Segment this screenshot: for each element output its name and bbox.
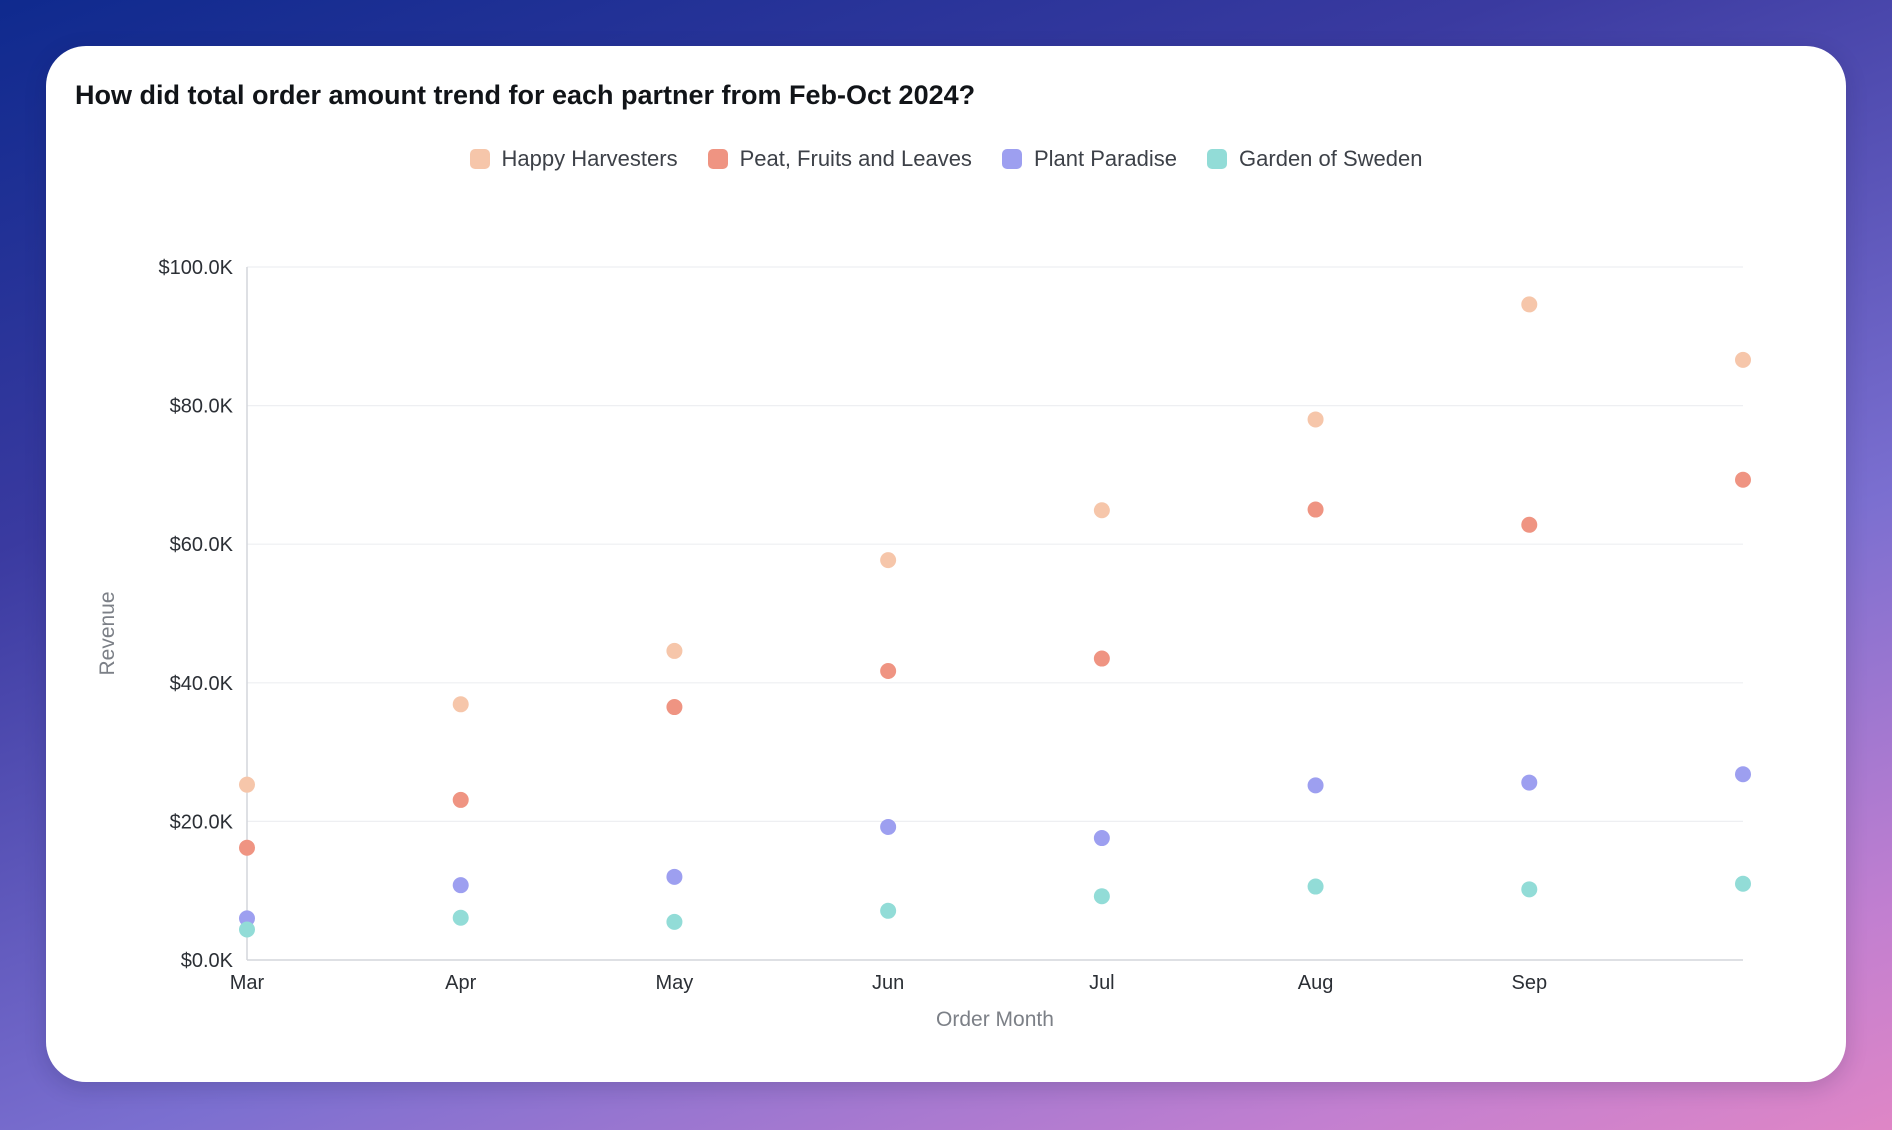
x-tick-label: Jun (872, 972, 904, 994)
legend: Happy Harvesters Peat, Fruits and Leaves… (46, 146, 1846, 172)
legend-label: Plant Paradise (1033, 146, 1178, 171)
data-point[interactable] (239, 910, 255, 927)
data-point[interactable] (1735, 766, 1751, 783)
data-point[interactable] (666, 699, 683, 716)
legend-label: Happy Harvesters (501, 146, 678, 171)
axes (246, 267, 1743, 961)
data-point[interactable] (239, 839, 255, 856)
data-point[interactable] (1093, 502, 1110, 519)
legend-swatch (707, 149, 728, 169)
legend-item-peat-fruits-and-leaves[interactable]: Peat, Fruits and Leaves (707, 146, 972, 172)
data-point[interactable] (452, 909, 469, 926)
y-tick-label: $80.0K (170, 396, 234, 418)
data-point[interactable] (880, 552, 897, 569)
x-axis-title: Order Month (936, 1008, 1054, 1031)
x-tick-label: Apr (445, 972, 476, 994)
legend-label: Peat, Fruits and Leaves (739, 146, 972, 171)
y-tick-label: $0.0K (181, 950, 234, 972)
data-point[interactable] (1093, 888, 1110, 905)
data-point[interactable] (1735, 471, 1751, 488)
legend-swatch (1207, 149, 1228, 169)
data-point[interactable] (239, 921, 255, 938)
data-point[interactable] (1093, 830, 1110, 847)
y-tick-label: $40.0K (170, 673, 234, 695)
data-point[interactable] (452, 877, 469, 894)
data-point[interactable] (1307, 878, 1324, 895)
data-point[interactable] (1307, 411, 1324, 428)
data-point[interactable] (1521, 516, 1538, 533)
data-point[interactable] (666, 868, 683, 885)
data-point[interactable] (1735, 351, 1751, 368)
series-2 (239, 766, 1751, 927)
x-tick-label: Sep (1511, 972, 1547, 994)
data-point[interactable] (452, 791, 469, 808)
chart-card: How did total order amount trend for eac… (46, 46, 1846, 1082)
legend-item-happy-harvesters[interactable]: Happy Harvesters (469, 146, 678, 172)
y-tick-labels: $0.0K $20.0K $40.0K $60.0K $80.0K $100.0K (158, 257, 233, 972)
chart-title: How did total order amount trend for eac… (75, 80, 976, 110)
x-tick-label: May (656, 972, 694, 994)
data-point[interactable] (880, 902, 897, 919)
data-point[interactable] (1521, 774, 1538, 791)
y-tick-label: $100.0K (158, 257, 233, 279)
legend-swatch (1001, 149, 1022, 169)
data-point[interactable] (1521, 296, 1538, 313)
data-point[interactable] (880, 663, 897, 680)
x-tick-label: Mar (230, 972, 265, 994)
legend-label: Garden of Sweden (1239, 146, 1423, 171)
series-1 (239, 471, 1751, 856)
data-point[interactable] (1093, 650, 1110, 667)
series-0 (239, 296, 1751, 793)
data-point[interactable] (880, 818, 897, 835)
data-point[interactable] (666, 642, 683, 659)
data-point[interactable] (1307, 777, 1324, 794)
data-points (239, 296, 1751, 938)
data-point[interactable] (239, 776, 255, 793)
gridlines (247, 266, 1743, 823)
data-point[interactable] (452, 696, 469, 713)
y-tick-label: $60.0K (170, 534, 234, 556)
x-tick-labels: Mar Apr May Jun Jul Aug Sep (230, 972, 1547, 994)
legend-item-plant-paradise[interactable]: Plant Paradise (1001, 146, 1178, 172)
y-tick-label: $20.0K (170, 811, 234, 833)
data-point[interactable] (666, 913, 683, 930)
legend-item-garden-of-sweden[interactable]: Garden of Sweden (1207, 146, 1423, 172)
data-point[interactable] (1735, 875, 1751, 892)
data-point[interactable] (1307, 501, 1324, 518)
x-tick-label: Jul (1089, 972, 1115, 994)
legend-swatch (469, 149, 490, 169)
x-tick-label: Aug (1298, 972, 1334, 994)
scatter-chart: $0.0K $20.0K $40.0K $60.0K $80.0K $100.0K Mar… (96, 257, 1751, 1031)
series-3 (239, 875, 1751, 938)
data-point[interactable] (1521, 881, 1538, 898)
y-axis-title: Revenue (96, 591, 119, 675)
